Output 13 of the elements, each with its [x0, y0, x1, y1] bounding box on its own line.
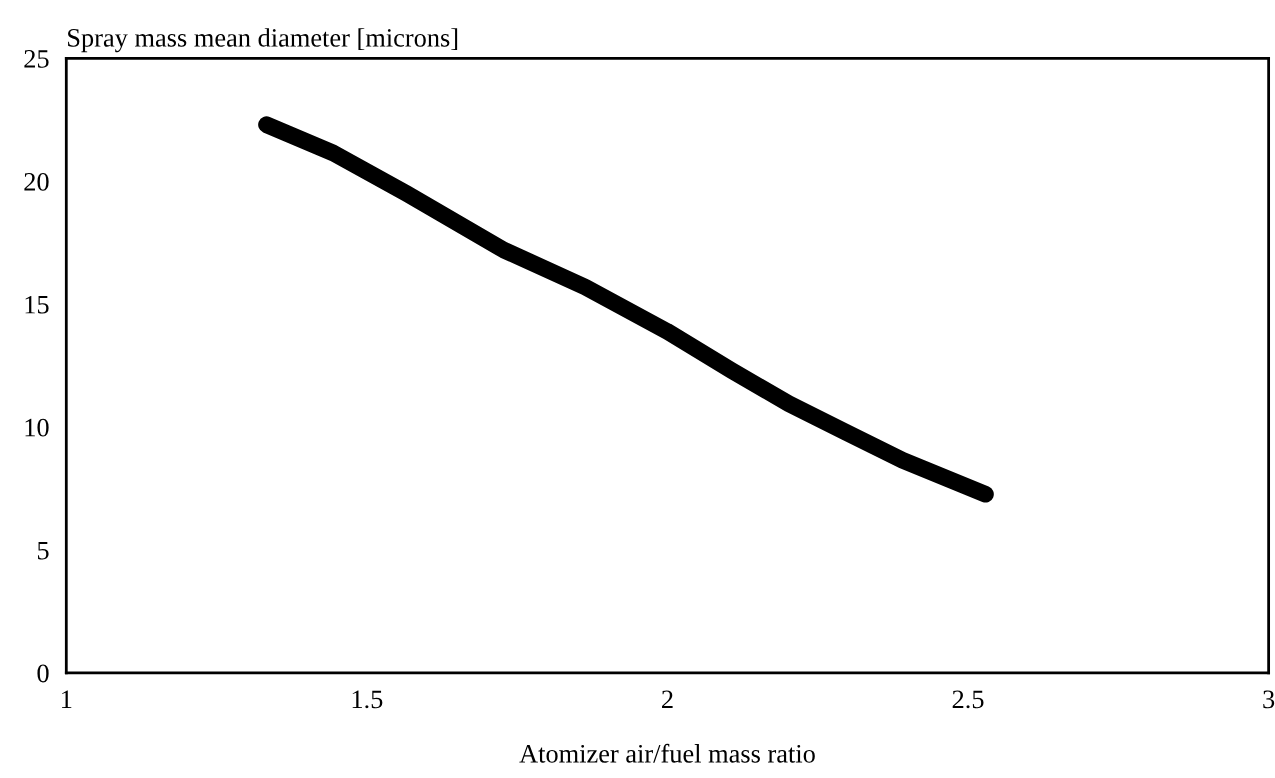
y-tick-label: 15: [25, 295, 49, 314]
x-tick-label: 2.5: [952, 690, 984, 709]
y-tick-label: 20: [24, 172, 49, 191]
y-tick-label: 10: [25, 418, 49, 437]
y-tick-label: 0: [37, 664, 49, 683]
y-tick-label: 25: [24, 50, 49, 68]
y-tick-label: 5: [37, 541, 49, 560]
x-tick-label: 1: [62, 690, 72, 708]
x-tick-label: 3: [1263, 690, 1275, 709]
x-axis-title: Atomizer air/fuel mass ratio: [519, 743, 815, 763]
x-tick-label: 2: [662, 690, 673, 708]
y-axis-title: Spray mass mean diameter [microns]: [68, 28, 458, 53]
x-tick-label: 1.5: [352, 690, 383, 709]
